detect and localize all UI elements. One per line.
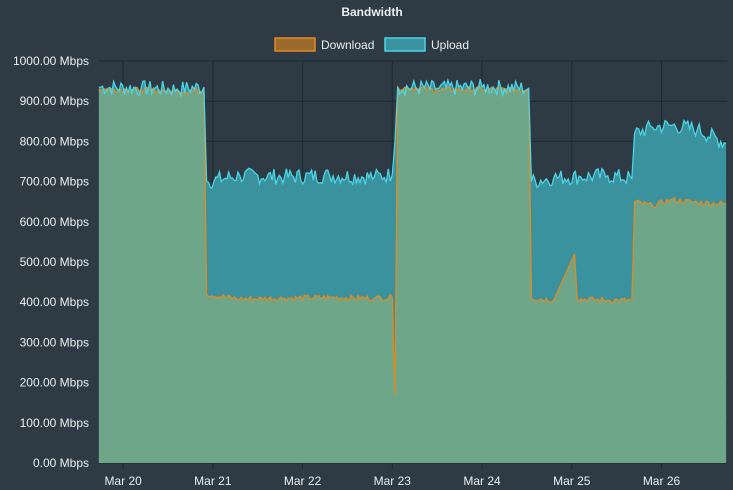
download-area (98, 86, 727, 463)
x-tick-label: Mar 21 (194, 474, 232, 488)
y-tick-label: 700.00 Mbps (20, 175, 89, 189)
y-tick-label: 900.00 Mbps (20, 94, 89, 108)
x-tick-label: Mar 25 (553, 474, 591, 488)
y-tick-label: 600.00 Mbps (20, 215, 89, 229)
y-tick-label: 400.00 Mbps (20, 295, 89, 309)
y-tick-label: 500.00 Mbps (20, 255, 89, 269)
x-axis: Mar 20 Mar 21 Mar 22 Mar 23 Mar 24 Mar 25 Mar … (104, 474, 680, 488)
legend-label-download[interactable]: Download (321, 38, 374, 52)
y-tick-label: 100.00 Mbps (20, 416, 89, 430)
chart-title: Bandwidth (341, 5, 402, 19)
plot-area (98, 77, 727, 464)
y-tick-label: 200.00 Mbps (20, 376, 89, 390)
x-tick-label: Mar 24 (463, 474, 501, 488)
legend-swatch-upload[interactable] (384, 37, 426, 52)
legend-label-upload[interactable]: Upload (431, 38, 469, 52)
x-tick-label: Mar 26 (643, 474, 681, 488)
x-tick-label: Mar 20 (104, 474, 142, 488)
y-axis: 0.00 Mbps 100.00 Mbps 200.00 Mbps 300.00 Mb… (13, 54, 89, 470)
x-tick-label: Mar 22 (284, 474, 322, 488)
legend-swatch-download[interactable] (274, 37, 316, 52)
legend[interactable]: Download Upload (274, 37, 469, 52)
upload-line (98, 77, 727, 189)
y-tick-label: 800.00 Mbps (20, 134, 89, 148)
y-tick-label: 300.00 Mbps (20, 335, 89, 349)
y-tick-label: 0.00 Mbps (33, 456, 89, 470)
x-tick-label: Mar 23 (374, 474, 412, 488)
y-tick-label: 1000.00 Mbps (13, 54, 89, 68)
